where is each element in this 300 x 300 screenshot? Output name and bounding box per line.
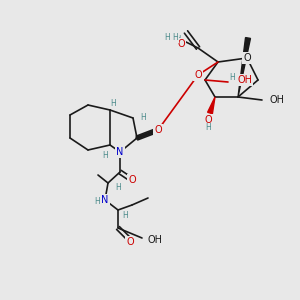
Text: N: N <box>101 195 109 205</box>
Text: O: O <box>243 53 251 63</box>
Text: OH: OH <box>148 235 163 245</box>
Text: H: H <box>164 34 170 43</box>
Text: H: H <box>205 124 211 133</box>
Text: H: H <box>122 211 128 220</box>
Polygon shape <box>208 97 215 114</box>
Text: H: H <box>110 98 116 107</box>
Text: O: O <box>154 125 162 135</box>
Text: H: H <box>229 74 235 82</box>
Text: H: H <box>172 34 178 43</box>
Text: O: O <box>194 70 202 80</box>
Text: N: N <box>116 147 124 157</box>
Text: O: O <box>204 115 212 125</box>
Text: H: H <box>176 35 181 41</box>
Text: H: H <box>94 197 100 206</box>
Polygon shape <box>238 38 250 97</box>
Text: OH: OH <box>237 75 252 85</box>
Text: OH: OH <box>270 95 285 105</box>
Text: O: O <box>126 237 134 247</box>
Text: H: H <box>140 113 146 122</box>
Text: H: H <box>115 184 121 193</box>
Text: H: H <box>102 151 108 160</box>
Text: O: O <box>177 39 185 49</box>
Text: O: O <box>128 175 136 185</box>
